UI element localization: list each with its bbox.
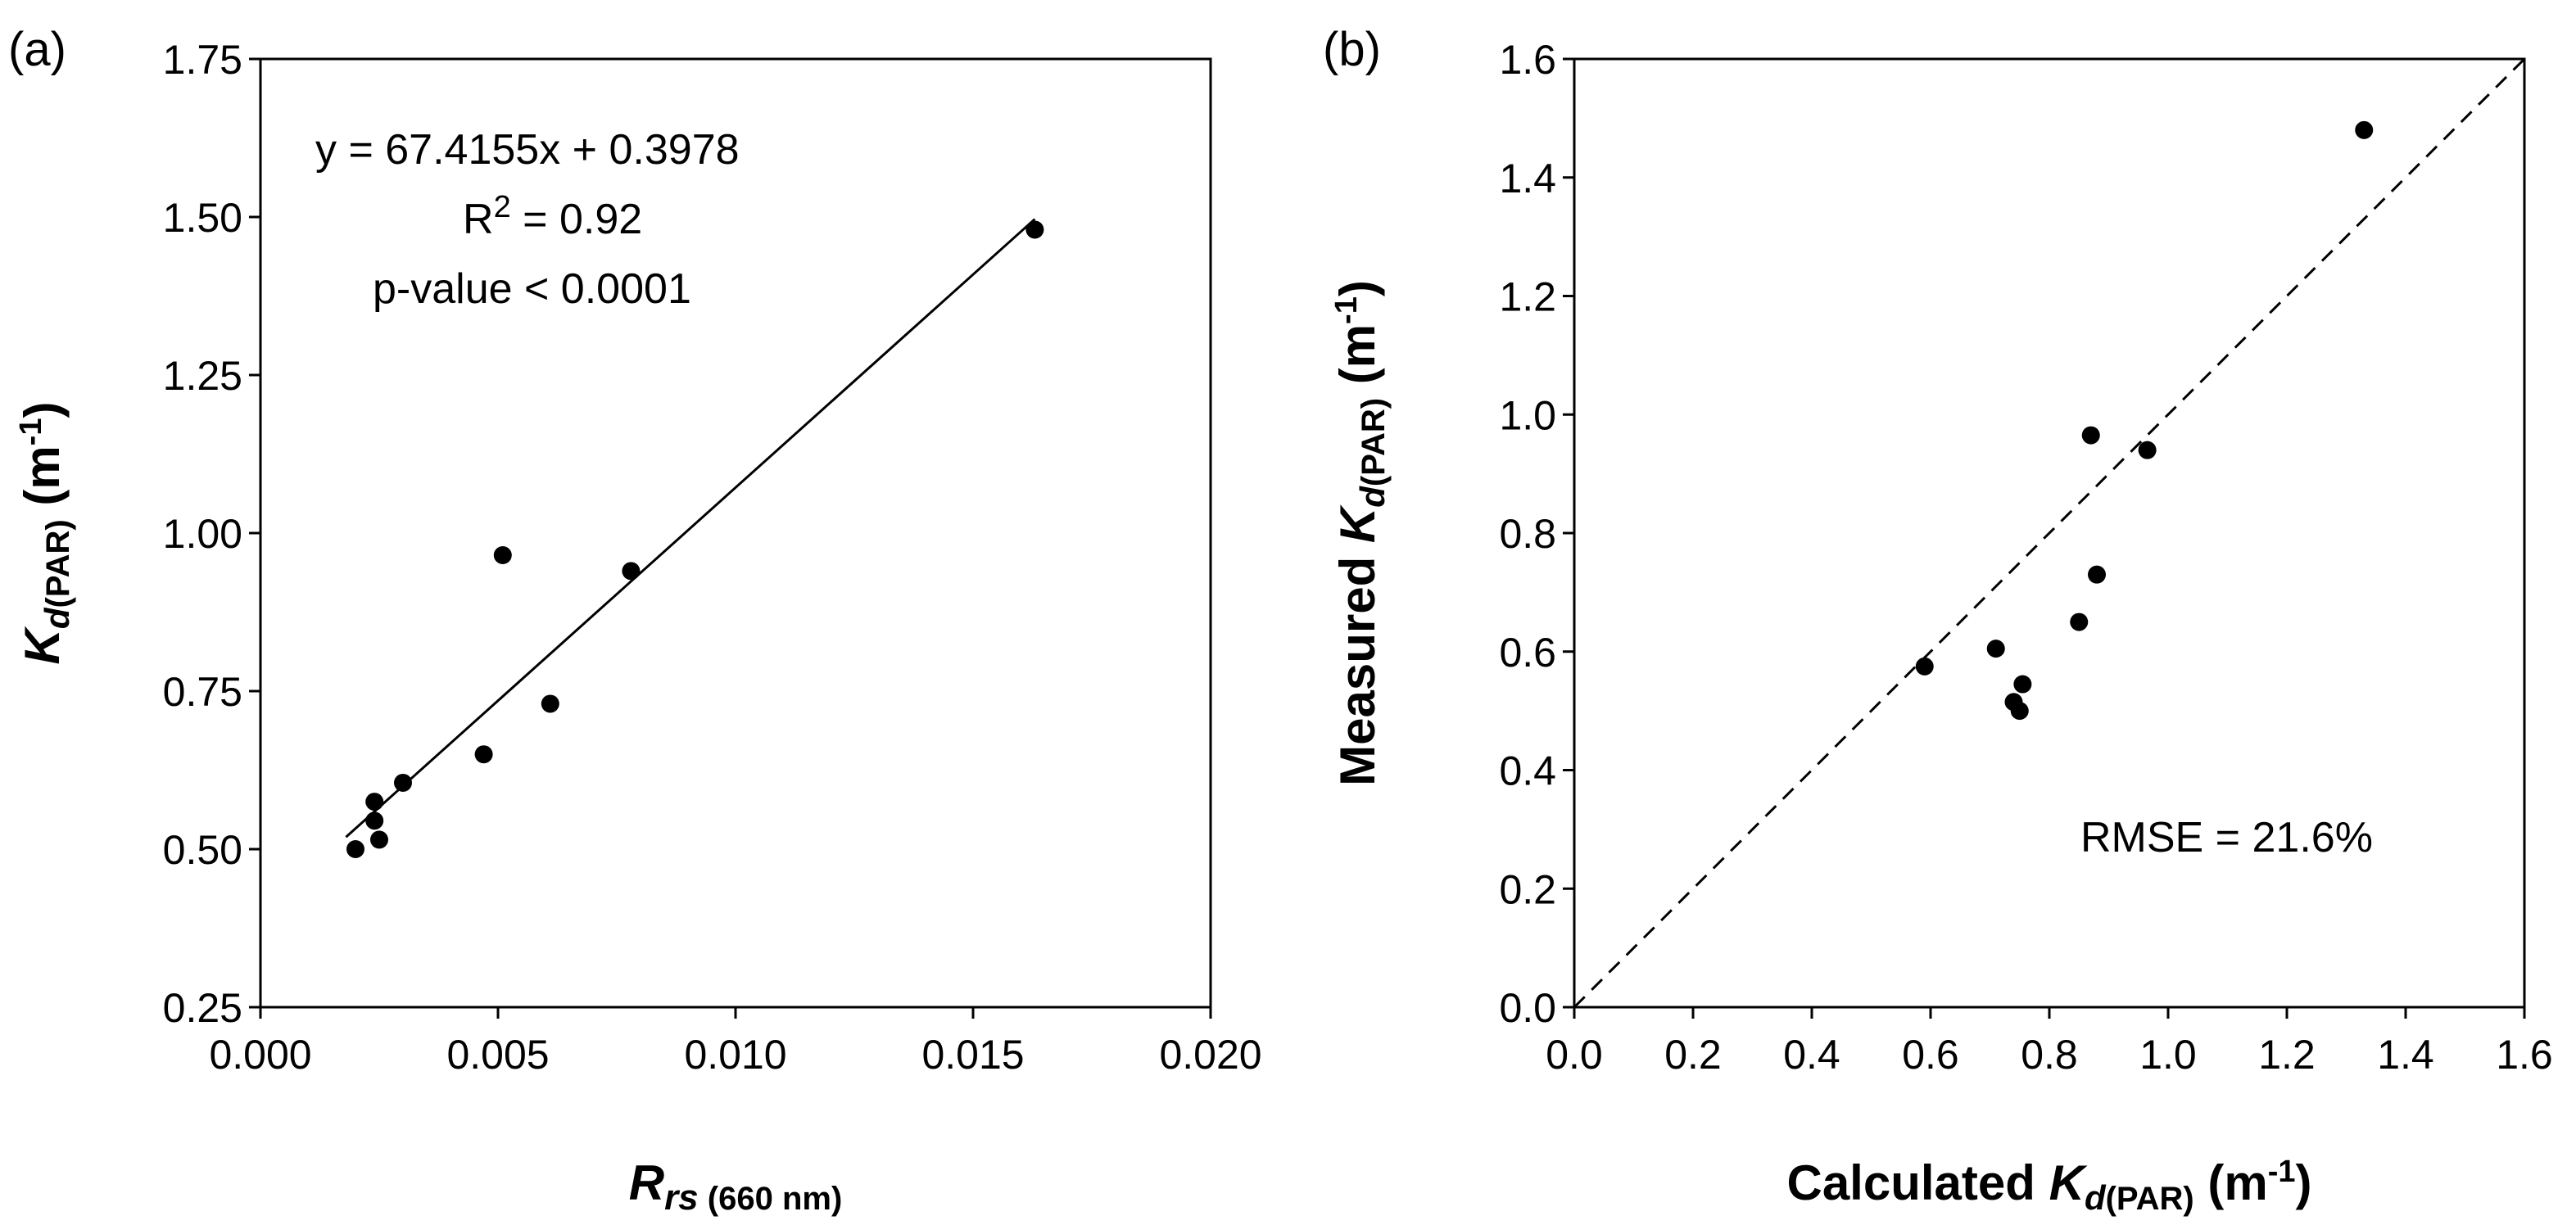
panel-b-y-tick-label: 0.8 xyxy=(1499,511,1556,557)
panel-b-x-tick-label: 0.0 xyxy=(1546,1032,1603,1078)
panel-b-y-tick-label: 1.4 xyxy=(1499,156,1556,201)
panel-a-points xyxy=(346,220,1044,858)
panel-b-data-point xyxy=(2355,120,2374,139)
panel-a-ticks: 0.000 0.005 0.010 0.015 0.020 0.25 0.50 0.75 1.0… xyxy=(163,37,1262,1078)
panel-b-x-tick-label: 0.8 xyxy=(2021,1032,2078,1078)
panel-b-x-tick-label: 0.4 xyxy=(1783,1032,1840,1078)
panel-a-x-tick-label: 0.010 xyxy=(684,1032,786,1078)
panel-a-data-point xyxy=(370,830,388,849)
panel-a-y-tick-label: 1.25 xyxy=(163,353,242,399)
panel-a-fit-line-group xyxy=(345,218,1036,839)
panel-b-rmse: RMSE = 21.6% xyxy=(2080,814,2373,861)
panel-a-y-tick-label: 0.25 xyxy=(163,985,242,1031)
panel-b-data-point xyxy=(2081,426,2100,445)
panel-a-data-point xyxy=(541,694,559,713)
panel-b-y-tick-label: 1.6 xyxy=(1499,37,1556,83)
panel-a-x-tick-label: 0.015 xyxy=(921,1032,1024,1078)
panel-b-y-tick-label: 0.4 xyxy=(1499,748,1556,794)
panel-a-y-tick-label: 0.75 xyxy=(163,669,242,715)
panel-b-data-point xyxy=(2138,441,2157,459)
panel-a-plot-frame xyxy=(259,57,1212,1009)
panel-a-r-squared: R2 = 0.92 xyxy=(463,190,642,243)
panel-b-y-tick-label: 1.2 xyxy=(1499,274,1556,320)
panel-a-y-tick-label: 1.50 xyxy=(163,195,242,241)
panel-a-data-point xyxy=(1025,220,1044,239)
panel-b-ticks: 0.0 0.2 0.4 0.6 0.8 1.0 1.2 1.4 1.6 0.0 0.2 0.4 0.6 0… xyxy=(1499,37,2552,1078)
panel-a-regression-line xyxy=(345,218,1036,839)
panel-b-y-axis-title: Measured Kd(PAR) (m-1) xyxy=(1329,280,1392,786)
panel-a-y-tick-label: 1.75 xyxy=(163,37,242,83)
panel-a-data-point xyxy=(365,793,384,811)
panel-a-x-tick-label: 0.005 xyxy=(446,1032,549,1078)
panel-a-data-point xyxy=(346,840,364,858)
panel-b-y-tick-label: 0.6 xyxy=(1499,630,1556,676)
panel-b-x-axis-title: Calculated Kd(PAR) (m-1) xyxy=(1786,1155,2311,1217)
panel-a: (a) 0.000 0.005 0.010 0.015 0.020 0.25 0.50 0.7… xyxy=(8,23,1262,1218)
panel-b-x-tick-label: 1.0 xyxy=(2139,1032,2197,1078)
panel-b-data-point xyxy=(2070,612,2089,631)
panel-b-points xyxy=(1915,120,2374,721)
panel-b-one-to-one-line xyxy=(1573,57,2526,1009)
panel-a-y-tick-label: 1.00 xyxy=(163,511,242,557)
panel-b-data-point xyxy=(1915,657,1934,676)
panel-a-data-point xyxy=(622,562,641,581)
panel-b-x-tick-label: 1.6 xyxy=(2496,1032,2553,1078)
panel-b-data-point xyxy=(2088,565,2106,584)
panel-b-x-tick-label: 0.2 xyxy=(1664,1032,1722,1078)
panel-b: (b) 0.0 0.2 0.4 0.6 0.8 1.0 1.2 1.4 1.6 0.0 0.2 0.4… xyxy=(1323,23,2553,1217)
panel-b-label: (b) xyxy=(1323,23,1381,76)
panel-b-data-point xyxy=(2010,702,2029,721)
panel-a-equation: y = 67.4155x + 0.3978 xyxy=(315,126,740,174)
panel-a-x-axis-title: Rrs (660 nm) xyxy=(629,1155,843,1218)
panel-a-data-point xyxy=(493,546,512,565)
panel-b-reference-line-group xyxy=(1573,57,2526,1009)
panel-a-data-point xyxy=(394,773,412,792)
panel-b-x-tick-label: 1.4 xyxy=(2377,1032,2434,1078)
panel-b-data-point xyxy=(2013,675,2032,694)
panel-a-pvalue: p-value < 0.0001 xyxy=(373,265,691,313)
panel-b-data-point xyxy=(1986,640,2005,658)
panel-a-y-tick-label: 0.50 xyxy=(163,827,242,873)
panel-a-data-point xyxy=(365,811,384,830)
panel-a-data-point xyxy=(474,745,493,764)
panel-b-x-tick-label: 1.2 xyxy=(2258,1032,2316,1078)
panel-a-x-tick-label: 0.020 xyxy=(1159,1032,1261,1078)
panel-a-x-tick-label: 0.000 xyxy=(209,1032,311,1078)
panel-a-label: (a) xyxy=(8,23,66,76)
panel-b-y-tick-label: 1.0 xyxy=(1499,392,1556,438)
panel-b-x-tick-label: 0.6 xyxy=(1902,1032,1959,1078)
panel-a-y-axis-title: Kd(PAR) (m-1) xyxy=(14,402,76,665)
panel-b-y-tick-label: 0.2 xyxy=(1499,866,1556,912)
panel-b-y-tick-label: 0.0 xyxy=(1499,985,1556,1031)
